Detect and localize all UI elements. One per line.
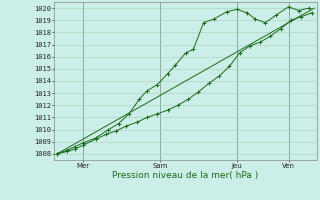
X-axis label: Pression niveau de la mer( hPa ): Pression niveau de la mer( hPa ) (112, 171, 259, 180)
